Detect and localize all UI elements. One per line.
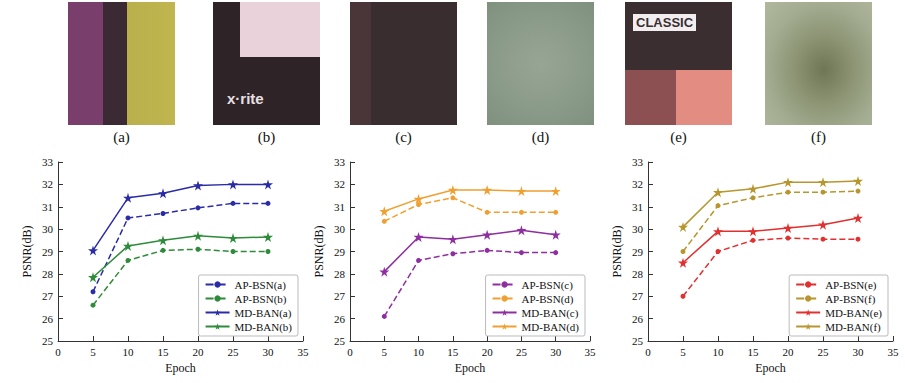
svg-text:25: 25 xyxy=(818,346,830,358)
html-text:(e): (e) xyxy=(670,129,687,145)
svg-text:25: 25 xyxy=(334,335,346,347)
svg-text:MD-BAN(e): MD-BAN(e) xyxy=(825,307,882,320)
svg-text:30: 30 xyxy=(263,346,275,358)
svg-text:MD-BAN(a): MD-BAN(a) xyxy=(235,307,292,320)
html-text:(a): (a) xyxy=(113,129,130,145)
svg-text:15: 15 xyxy=(748,346,760,358)
svg-text:0: 0 xyxy=(347,346,353,358)
html-text:CLASSIC: CLASSIC xyxy=(636,15,694,30)
svg-text:15: 15 xyxy=(158,346,170,358)
svg-text:MD-BAN(b): MD-BAN(b) xyxy=(235,321,293,334)
html-text:x·rite: x·rite xyxy=(227,90,264,107)
svg-text:33: 33 xyxy=(632,156,644,168)
svg-text:33: 33 xyxy=(42,156,54,168)
svg-text:27: 27 xyxy=(334,290,346,302)
svg-text:30: 30 xyxy=(550,346,562,358)
svg-text:30: 30 xyxy=(334,223,346,235)
svg-text:32: 32 xyxy=(42,178,53,190)
html-text:(c): (c) xyxy=(395,129,412,145)
svg-text:27: 27 xyxy=(632,290,644,302)
svg-text:26: 26 xyxy=(632,313,644,325)
svg-text:25: 25 xyxy=(42,335,54,347)
svg-text:26: 26 xyxy=(42,313,54,325)
svg-text:Epoch: Epoch xyxy=(755,361,786,375)
svg-text:32: 32 xyxy=(632,178,643,190)
svg-text:27: 27 xyxy=(42,290,54,302)
svg-text:26: 26 xyxy=(334,313,346,325)
svg-text:AP-BSN(e): AP-BSN(e) xyxy=(825,279,877,292)
svg-text:5: 5 xyxy=(382,346,388,358)
svg-text:10: 10 xyxy=(713,346,725,358)
svg-text:20: 20 xyxy=(193,346,205,358)
svg-text:AP-BSN(b): AP-BSN(b) xyxy=(235,293,287,306)
svg-text:0: 0 xyxy=(645,346,651,358)
svg-text:20: 20 xyxy=(783,346,795,358)
svg-text:Epoch: Epoch xyxy=(455,361,486,375)
svg-text:33: 33 xyxy=(334,156,346,168)
svg-text:10: 10 xyxy=(123,346,135,358)
svg-text:30: 30 xyxy=(632,223,644,235)
svg-text:32: 32 xyxy=(334,178,345,190)
svg-text:35: 35 xyxy=(298,346,310,358)
svg-text:25: 25 xyxy=(516,346,528,358)
svg-text:MD-BAN(d): MD-BAN(d) xyxy=(522,321,580,334)
svg-text:5: 5 xyxy=(680,346,686,358)
svg-text:20: 20 xyxy=(482,346,494,358)
svg-text:Epoch: Epoch xyxy=(165,361,196,375)
svg-text:MD-BAN(f): MD-BAN(f) xyxy=(825,321,881,334)
svg-text:15: 15 xyxy=(447,346,459,358)
svg-text:28: 28 xyxy=(632,268,644,280)
svg-text:30: 30 xyxy=(853,346,865,358)
svg-text:29: 29 xyxy=(632,246,644,258)
svg-text:31: 31 xyxy=(334,201,345,213)
svg-text:25: 25 xyxy=(632,335,644,347)
svg-text:AP-BSN(c): AP-BSN(c) xyxy=(522,279,574,292)
svg-text:MD-BAN(c): MD-BAN(c) xyxy=(522,307,579,320)
svg-text:28: 28 xyxy=(334,268,346,280)
svg-text:AP-BSN(a): AP-BSN(a) xyxy=(235,279,287,292)
svg-text:31: 31 xyxy=(42,201,53,213)
svg-text:29: 29 xyxy=(334,246,346,258)
svg-text:0: 0 xyxy=(55,346,61,358)
svg-text:28: 28 xyxy=(42,268,54,280)
html-text:(f): (f) xyxy=(811,129,826,145)
svg-text:10: 10 xyxy=(413,346,425,358)
svg-text:AP-BSN(f): AP-BSN(f) xyxy=(825,293,875,306)
svg-text:29: 29 xyxy=(42,246,54,258)
svg-text:35: 35 xyxy=(888,346,900,358)
svg-text:31: 31 xyxy=(632,201,643,213)
html-text:(b): (b) xyxy=(257,129,276,145)
svg-text:5: 5 xyxy=(90,346,96,358)
html-text:(d): (d) xyxy=(531,129,550,145)
svg-text:PSNR(dB): PSNR(dB) xyxy=(20,225,34,277)
svg-text:PSNR(dB): PSNR(dB) xyxy=(312,225,326,277)
svg-text:AP-BSN(d): AP-BSN(d) xyxy=(522,293,574,306)
svg-text:30: 30 xyxy=(42,223,54,235)
svg-text:25: 25 xyxy=(228,346,240,358)
svg-text:35: 35 xyxy=(585,346,597,358)
svg-text:PSNR(dB): PSNR(dB) xyxy=(610,225,624,277)
